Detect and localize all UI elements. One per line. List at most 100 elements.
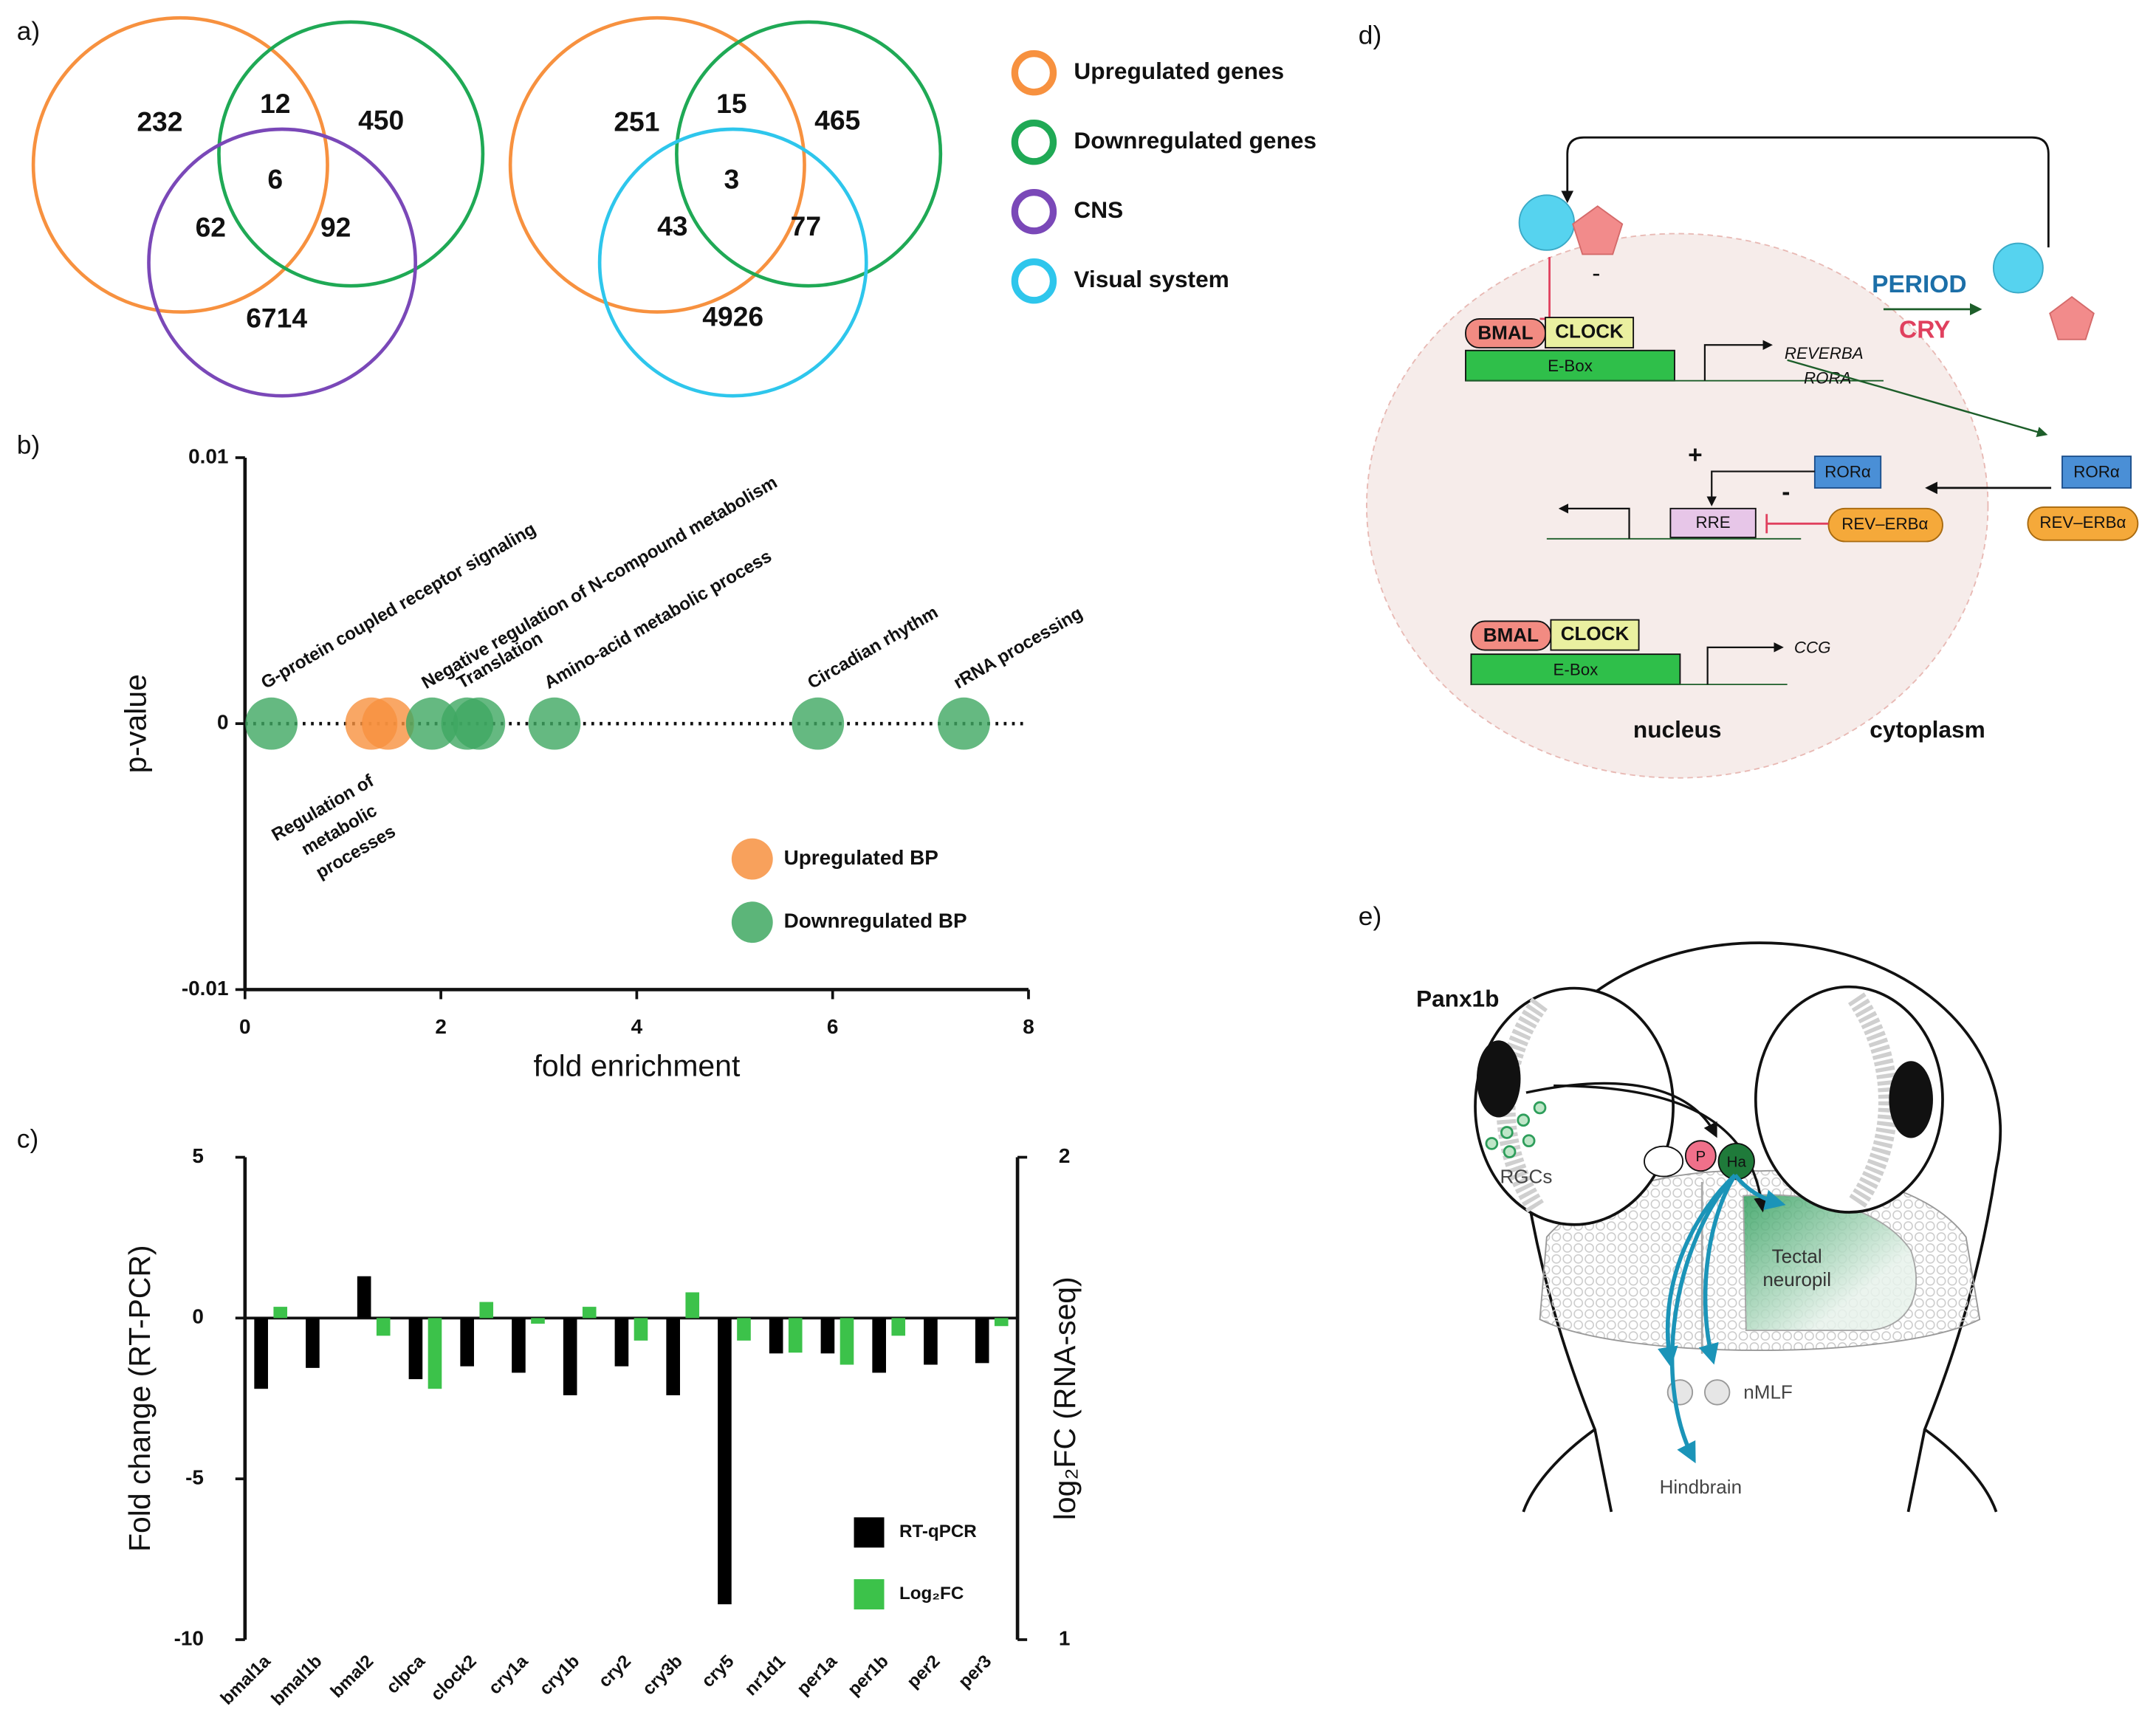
legend-label: Upregulated BP — [784, 846, 938, 869]
box — [1470, 653, 1681, 686]
bar — [376, 1318, 391, 1336]
venn-count: 6 — [267, 164, 283, 195]
label: - — [1592, 260, 1600, 287]
label: CCG — [1794, 639, 1831, 657]
venn-count: 465 — [814, 105, 860, 136]
x-tick-label: cry2 — [595, 1651, 635, 1691]
panel-label: c) — [17, 1125, 38, 1154]
label: cytoplasm — [1870, 716, 1985, 743]
point — [938, 697, 990, 750]
retina — [1847, 992, 1898, 1210]
x-tick-label: cry1a — [485, 1651, 532, 1698]
legend-label: Downregulated genes — [1074, 127, 1316, 154]
venn-count: 15 — [716, 88, 746, 119]
venn-count: 6714 — [246, 303, 307, 334]
box — [1669, 507, 1757, 538]
label: E-Box — [1554, 660, 1599, 678]
bar — [994, 1318, 1009, 1327]
x-tick-label: per3 — [955, 1651, 995, 1692]
legend-label: CNS — [1074, 196, 1123, 223]
box — [2027, 506, 2139, 541]
x-tick-label: clpca — [382, 1651, 429, 1697]
venn-count: 3 — [724, 164, 740, 195]
legend-swatch — [854, 1517, 885, 1548]
label: RGCs — [1500, 1165, 1552, 1187]
point-label: Amino-acid metabolic process — [541, 546, 775, 693]
inhibition — [1765, 514, 1829, 534]
projections — [1658, 1173, 1786, 1464]
bar — [306, 1318, 320, 1368]
venn-circle — [147, 127, 417, 398]
y-tick-label: 0 — [217, 711, 229, 734]
legend-swatch — [854, 1579, 885, 1610]
bar — [769, 1318, 783, 1354]
bar — [357, 1276, 371, 1319]
bar — [408, 1318, 423, 1380]
bar — [273, 1307, 288, 1319]
point-label: rRNA processing — [950, 603, 1086, 693]
venn-circle — [31, 16, 329, 314]
bar — [891, 1318, 906, 1336]
legend-swatch — [1011, 258, 1057, 304]
bar — [460, 1318, 474, 1367]
point-label: Circadian rhythm — [804, 602, 941, 693]
y-tick-label: 0 — [192, 1305, 204, 1328]
label: BMAL — [1483, 624, 1539, 646]
rgc-cells — [1485, 1101, 1547, 1158]
bar — [634, 1318, 648, 1341]
point — [792, 697, 845, 750]
x-tick-label: bmal1b — [268, 1651, 326, 1710]
bar — [479, 1302, 494, 1319]
point — [362, 697, 414, 750]
box — [1813, 456, 1882, 489]
venn-circle — [217, 20, 485, 288]
point — [453, 697, 506, 750]
label: RORα — [2073, 462, 2120, 481]
y2-tick-label: 1 — [1059, 1626, 1071, 1649]
diagram-d: - BMAL CLOCK E-Box REVERBA RORA PERIOD C… — [1366, 136, 2139, 779]
x-tick-label: cry1b — [536, 1651, 584, 1699]
legend-label: RT-qPCR — [899, 1522, 977, 1541]
box — [1545, 317, 1635, 348]
label: CLOCK — [1561, 622, 1630, 644]
x-tick-label: 6 — [827, 1015, 839, 1038]
label: BMAL — [1477, 321, 1533, 343]
x-tick-label: per2 — [903, 1651, 944, 1692]
bar — [563, 1318, 577, 1395]
eye — [1754, 985, 1944, 1214]
venn-count: 77 — [791, 210, 821, 241]
bar — [254, 1318, 268, 1389]
bar — [718, 1318, 732, 1605]
legend-swatch — [1011, 49, 1057, 96]
promoter — [1703, 340, 1773, 381]
panel-label: d) — [1359, 21, 1381, 50]
legend-label: Log₂FC — [899, 1584, 964, 1603]
panel-label: e) — [1359, 902, 1381, 931]
x-tick-label: cry5 — [698, 1651, 738, 1691]
x-tick-label: 0 — [239, 1015, 251, 1038]
bar — [428, 1318, 442, 1389]
point — [245, 697, 298, 750]
bar — [788, 1318, 803, 1353]
y-axis-title: p-value — [118, 674, 152, 773]
pineal — [1684, 1140, 1717, 1172]
label: Panx1b — [1416, 986, 1499, 1012]
venn-count: 43 — [657, 210, 687, 241]
bar — [582, 1307, 597, 1319]
label: P — [1696, 1148, 1706, 1165]
x-tick-label: per1a — [793, 1651, 841, 1699]
x-tick-label: cry3b — [639, 1651, 687, 1699]
cell — [1366, 233, 1989, 779]
label: + — [1688, 441, 1703, 469]
x-axis-title: fold enrichment — [533, 1048, 741, 1082]
promoter — [1558, 503, 1630, 539]
bar — [666, 1318, 680, 1395]
label: CRY — [1899, 317, 1951, 344]
label: Tectal — [1772, 1245, 1822, 1267]
head-outline — [1517, 941, 2002, 1513]
x-tick-label: 8 — [1023, 1015, 1034, 1038]
legend-swatch — [731, 901, 773, 943]
venn-circle — [597, 127, 868, 398]
